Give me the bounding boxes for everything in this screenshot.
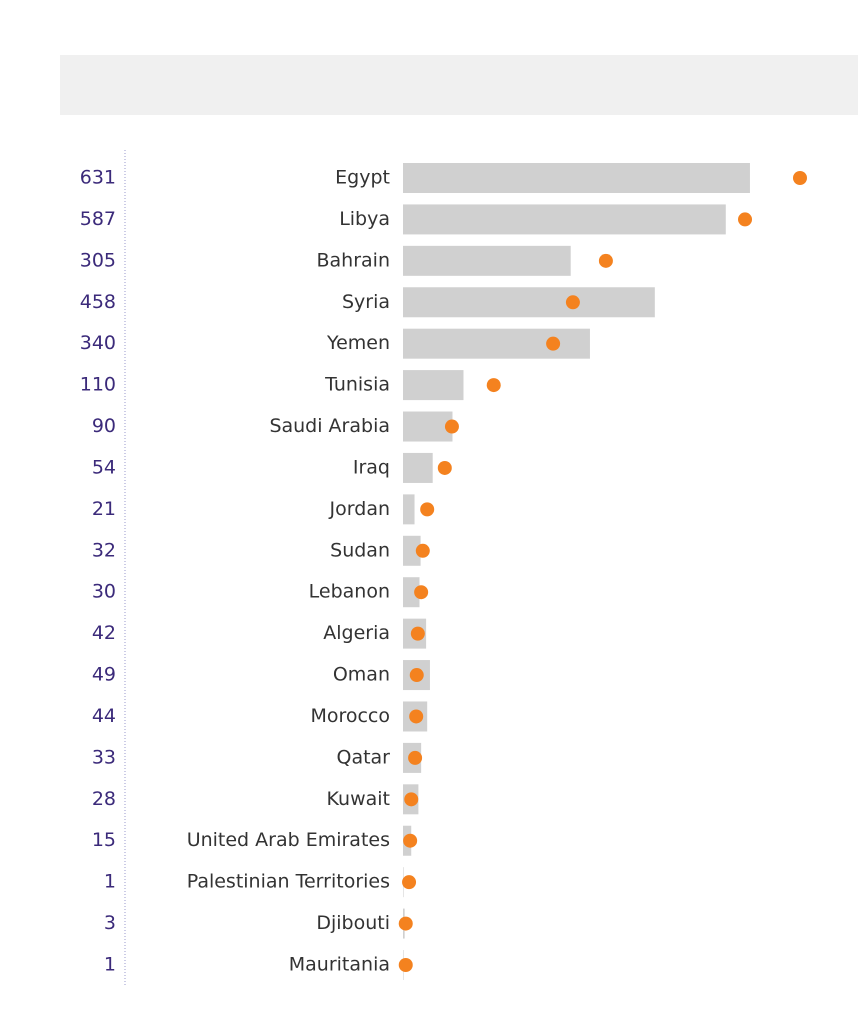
dot [565,295,580,310]
bar [403,411,453,442]
dot [420,502,435,517]
category-label: Oman [333,664,390,686]
row-value: 54 [92,456,116,478]
row-value: 458 [80,291,116,313]
bar [403,370,464,401]
category-label: Jordan [329,498,390,520]
category-label: Kuwait [327,788,390,810]
row-value: 49 [92,664,116,686]
row-value: 587 [80,208,116,230]
category-label: Djibouti [316,912,390,934]
row-value: 42 [92,622,116,644]
bar [403,245,571,276]
dot [414,585,429,600]
row-value: 1 [104,871,116,893]
category-label: Saudi Arabia [269,415,390,437]
bar [403,204,726,235]
category-label: Palestinian Territories [187,871,390,893]
dot [738,212,753,227]
category-label: Egypt [335,167,390,189]
row-value: 21 [92,498,116,520]
category-label: Syria [342,291,390,313]
dot [444,419,459,434]
row-value: 28 [92,788,116,810]
dot [403,833,418,848]
category-label: Yemen [326,332,390,354]
row-value: 110 [80,374,116,396]
dot [793,171,807,185]
row-value: 90 [92,415,116,437]
category-label: Libya [339,208,390,230]
category-label: Mauritania [289,954,390,976]
row-value: 340 [80,332,116,354]
row-value: 32 [92,539,116,561]
dot [409,709,424,724]
bar [403,577,420,608]
row-value: 1 [104,954,116,976]
row-value: 44 [92,705,116,727]
row-value: 3 [104,912,116,934]
category-label: Sudan [330,539,390,561]
row-value: 631 [80,167,116,189]
row-value: 15 [92,829,116,851]
row-value: 30 [92,581,116,603]
category-label: Bahrain [317,249,391,271]
dot [486,378,501,393]
bar [403,163,750,193]
category-label: Qatar [336,746,390,768]
category-label: Morocco [310,705,390,727]
bar [403,452,433,483]
category-label: Iraq [353,456,390,478]
dot [598,253,613,268]
category-label: Lebanon [309,581,390,603]
dot [437,460,452,475]
dot [546,336,561,351]
bar [403,494,415,525]
dot [404,792,419,807]
row-value: 33 [92,746,116,768]
dot [408,750,423,765]
row-value: 305 [80,249,116,271]
dot [398,916,413,931]
dot [398,958,413,972]
dot [410,626,425,641]
header-band [60,55,858,115]
bar [403,287,655,318]
dot [415,543,430,558]
bar [403,328,590,359]
dot [402,875,417,890]
bar [403,535,421,566]
category-label: Algeria [323,622,390,644]
category-label: United Arab Emirates [187,829,390,851]
dot [409,668,424,683]
category-label: Tunisia [324,374,390,396]
